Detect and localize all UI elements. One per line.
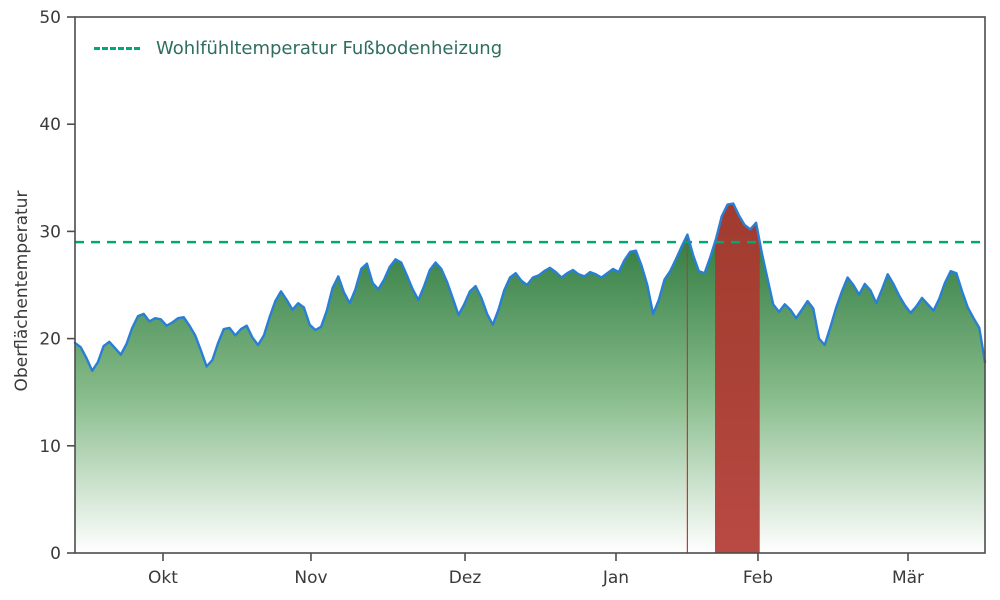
y-tick-label: 40: [39, 115, 61, 135]
legend: Wohlfühltemperatur Fußbodenheizung: [94, 38, 502, 59]
x-tick-label: Mär: [892, 568, 924, 588]
x-tick-label: Jan: [602, 568, 629, 588]
x-tick-label: Dez: [449, 568, 482, 588]
y-tick-label: 30: [39, 222, 61, 242]
temperature-line: [73, 202, 987, 372]
y-tick-label: 10: [39, 437, 61, 457]
temperature-area-fill: [75, 203, 985, 553]
plot-border: [74, 16, 986, 554]
x-tick-label: Okt: [148, 568, 178, 588]
y-tick-label: 0: [50, 544, 61, 564]
y-tick-label: 50: [39, 8, 61, 28]
y-tick-label: 20: [39, 330, 61, 350]
y-axis-label: Oberflächentemperatur: [12, 190, 32, 392]
legend-label: Wohlfühltemperatur Fußbodenheizung: [156, 38, 503, 59]
x-tick-label: Feb: [743, 568, 773, 588]
x-tick-label: Nov: [294, 568, 327, 588]
threshold-line-sample: [94, 47, 140, 50]
overheat-band: [715, 203, 760, 553]
